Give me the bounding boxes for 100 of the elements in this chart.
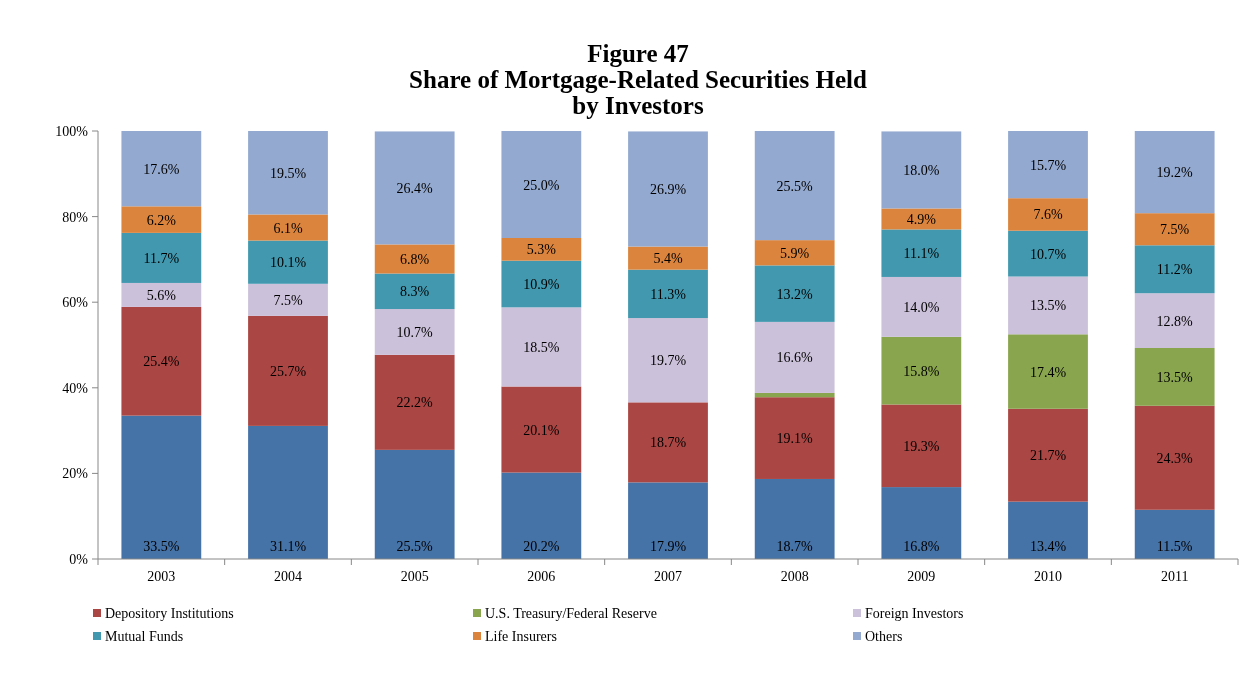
bar bbox=[881, 404, 962, 488]
x-tick-label: 2003 bbox=[147, 569, 176, 584]
bar bbox=[881, 229, 962, 277]
data-label: 11.2% bbox=[1156, 262, 1193, 278]
bar bbox=[374, 273, 455, 310]
bar bbox=[881, 276, 962, 337]
data-label: 19.5% bbox=[269, 165, 307, 181]
bar bbox=[754, 397, 835, 479]
bar bbox=[1008, 131, 1088, 199]
data-label: 18.7% bbox=[776, 539, 814, 554]
y-tick-label: 40% bbox=[62, 380, 89, 396]
data-label: 25.4% bbox=[143, 354, 180, 370]
x-tick-label: 2005 bbox=[400, 569, 429, 584]
bar bbox=[754, 131, 835, 241]
bar bbox=[1008, 230, 1088, 277]
x-tick-label: 2004 bbox=[274, 569, 302, 584]
bar bbox=[628, 246, 708, 270]
data-label: 25.7% bbox=[269, 363, 307, 379]
data-label: 11.1% bbox=[903, 246, 940, 262]
data-label: 19.2% bbox=[1156, 165, 1194, 181]
bar bbox=[121, 206, 202, 233]
y-tick-label: 100% bbox=[55, 124, 89, 139]
bar bbox=[121, 232, 202, 283]
bar bbox=[1134, 348, 1215, 406]
data-label: 6.8% bbox=[400, 251, 430, 267]
bar bbox=[628, 402, 708, 483]
data-label: 5.3% bbox=[526, 242, 557, 258]
bar bbox=[374, 449, 455, 559]
x-tick-label: 2007 bbox=[654, 569, 682, 584]
data-label: 10.7% bbox=[1029, 246, 1067, 262]
bar bbox=[1134, 293, 1215, 348]
legend-label: Foreign Investors bbox=[865, 606, 964, 621]
data-label: 10.7% bbox=[396, 324, 434, 340]
data-label: 16.6% bbox=[776, 350, 814, 366]
bar bbox=[121, 282, 202, 307]
y-tick-label: 60% bbox=[62, 295, 89, 311]
data-label: 7.5% bbox=[273, 292, 303, 308]
x-tick-label: 2008 bbox=[780, 569, 809, 584]
data-label: 25.5% bbox=[776, 178, 814, 194]
bar bbox=[1134, 405, 1215, 510]
data-label: 11.7% bbox=[143, 250, 180, 266]
bar bbox=[248, 214, 328, 241]
data-label: 16.8% bbox=[903, 539, 940, 554]
data-label: 31.1% bbox=[269, 539, 307, 554]
data-label: 5.4% bbox=[653, 251, 683, 267]
data-label: 15.8% bbox=[903, 363, 940, 379]
bar bbox=[1008, 334, 1088, 409]
data-label: 19.3% bbox=[903, 438, 940, 454]
bar bbox=[881, 487, 962, 559]
data-label: 18.0% bbox=[903, 162, 940, 178]
bar bbox=[881, 336, 962, 405]
bar bbox=[248, 283, 328, 316]
bar bbox=[248, 131, 328, 215]
bar bbox=[248, 240, 328, 284]
data-label: 17.6% bbox=[143, 161, 180, 177]
bar bbox=[754, 392, 835, 398]
data-label: 11.5% bbox=[1156, 539, 1193, 554]
bar bbox=[1008, 198, 1088, 231]
data-label: 33.5% bbox=[143, 539, 180, 554]
data-label: 14.0% bbox=[903, 299, 940, 315]
bar bbox=[374, 354, 455, 450]
data-label: 19.7% bbox=[649, 353, 687, 369]
data-label: 10.9% bbox=[523, 277, 560, 293]
bar bbox=[1008, 408, 1088, 502]
data-label: 8.3% bbox=[400, 284, 430, 300]
chart-title: Figure 47 Share of Mortgage-Related Securities Held by Investors bbox=[409, 40, 867, 119]
x-tick-label: 2011 bbox=[1160, 569, 1189, 584]
data-label: 10.1% bbox=[269, 255, 307, 271]
data-label: 6.1% bbox=[273, 220, 303, 236]
legend-label: Others bbox=[865, 629, 903, 644]
bar bbox=[121, 415, 202, 559]
bar bbox=[121, 131, 202, 207]
bar bbox=[628, 131, 708, 247]
bar bbox=[881, 208, 962, 230]
x-tick-label: 2010 bbox=[1034, 569, 1062, 584]
data-label: 22.2% bbox=[396, 395, 434, 411]
legend-label: U.S. Treasury/Federal Reserve bbox=[485, 606, 657, 621]
bar bbox=[248, 425, 328, 559]
bar bbox=[628, 269, 708, 319]
data-label: 11.3% bbox=[650, 286, 687, 302]
data-label: 26.9% bbox=[649, 181, 687, 197]
y-tick-label: 20% bbox=[62, 466, 89, 482]
bar bbox=[754, 478, 835, 559]
data-label: 20.2% bbox=[523, 539, 560, 554]
data-label: 25.0% bbox=[523, 177, 560, 193]
bar bbox=[374, 309, 455, 355]
bar bbox=[1134, 131, 1215, 214]
data-label: 13.5% bbox=[1156, 369, 1194, 385]
bar bbox=[1008, 501, 1088, 559]
data-label: 13.2% bbox=[776, 286, 814, 302]
bar bbox=[121, 306, 202, 416]
data-label: 4.9% bbox=[906, 211, 937, 227]
bar bbox=[1134, 245, 1215, 294]
bar bbox=[501, 131, 582, 238]
data-label: 19.1% bbox=[776, 431, 814, 447]
data-label: 17.4% bbox=[1029, 364, 1067, 380]
bar bbox=[628, 318, 708, 403]
legend-label: Mutual Funds bbox=[105, 629, 184, 644]
bar bbox=[1134, 509, 1215, 559]
data-label: 18.7% bbox=[649, 435, 687, 451]
